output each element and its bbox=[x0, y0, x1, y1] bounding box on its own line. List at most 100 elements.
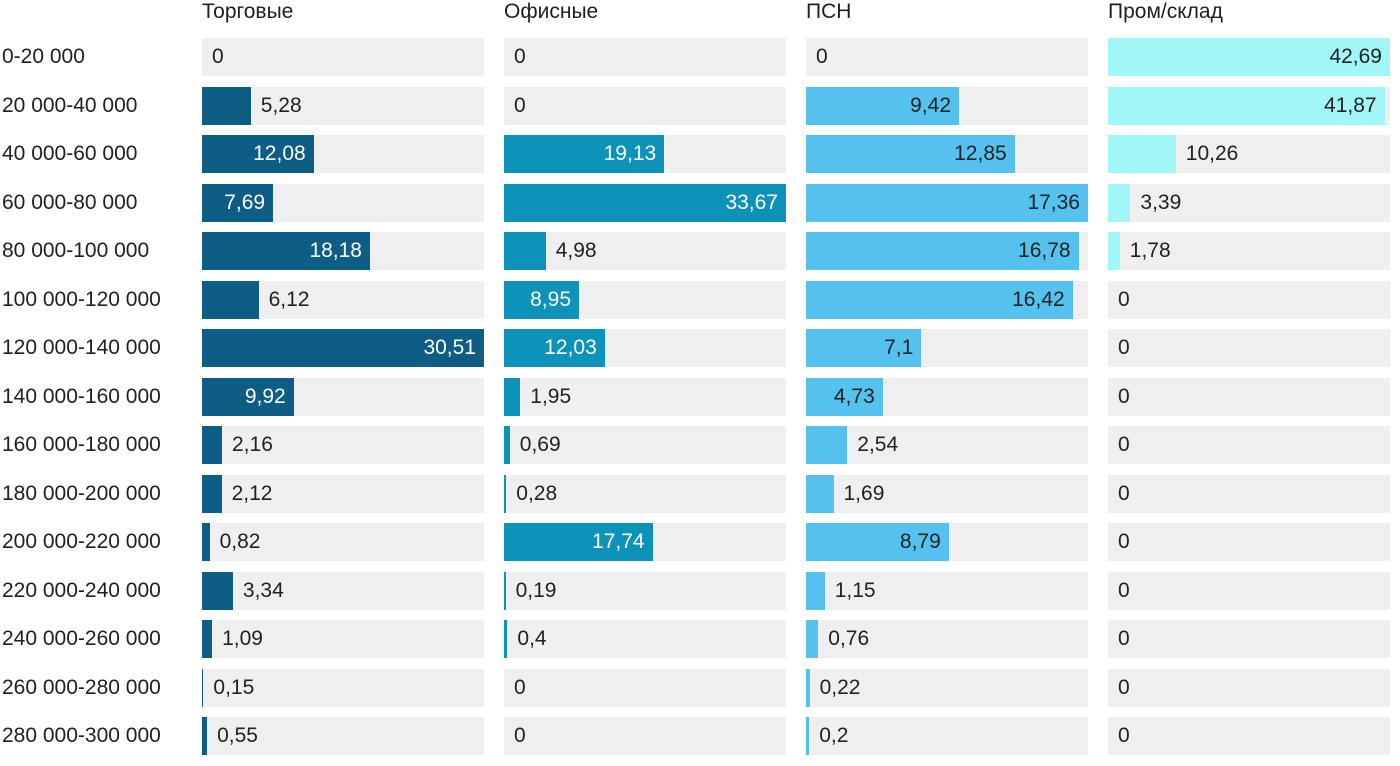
bar-track: 1,95 bbox=[504, 377, 786, 416]
bar-value-label: 8,95 bbox=[530, 287, 571, 311]
bar bbox=[202, 523, 210, 562]
row-label: 120 000-140 000 bbox=[2, 336, 161, 360]
bar bbox=[806, 668, 810, 707]
bar-track: 0,55 bbox=[202, 717, 484, 756]
bar-cell: 0,69 bbox=[504, 426, 786, 475]
bar-value-label: 9,42 bbox=[910, 93, 951, 117]
bar-value-label: 0 bbox=[1118, 384, 1130, 408]
bar-cell: 1,95 bbox=[504, 377, 786, 427]
bar-value-label: 0,15 bbox=[213, 675, 255, 699]
bar-cell: 0,4 bbox=[504, 620, 786, 669]
bar-value-label: 0 bbox=[514, 45, 526, 68]
bar-track: 4,98 bbox=[504, 232, 786, 271]
bar-cell: 7,1 bbox=[806, 329, 1088, 378]
bar-cell: 0,15 bbox=[202, 668, 484, 718]
bar-cell: 0 bbox=[1108, 474, 1390, 524]
bar-track: 0 bbox=[1108, 717, 1390, 756]
bar-cell: 0 bbox=[1108, 571, 1390, 621]
bar bbox=[1108, 183, 1131, 222]
bar bbox=[806, 523, 949, 562]
bar-value-label: 16,42 bbox=[1012, 287, 1065, 311]
bar-track: 30,51 bbox=[202, 329, 484, 368]
bar-cell: 1,15 bbox=[806, 571, 1088, 621]
bar-value-label: 1,09 bbox=[222, 627, 263, 651]
bar-cell: 12,85 bbox=[806, 135, 1088, 184]
bar-track: 0,82 bbox=[202, 523, 484, 562]
bar-value-label: 0 bbox=[1118, 675, 1130, 699]
row-label: 40 000-60 000 bbox=[2, 142, 138, 166]
bar bbox=[806, 571, 825, 610]
bar-value-label: 19,13 bbox=[603, 142, 657, 166]
bar-cell: 0 bbox=[1108, 620, 1390, 669]
bar-value-label: 2,12 bbox=[231, 481, 273, 505]
bar-value-label: 5,28 bbox=[260, 93, 302, 117]
bar-value-label: 12,03 bbox=[544, 336, 597, 360]
bar-cell: 2,12 bbox=[202, 474, 484, 524]
bar-value-label: 17,36 bbox=[1027, 190, 1080, 214]
bar-value-label: 0,2 bbox=[819, 724, 849, 748]
bar-track: 1,69 bbox=[806, 474, 1088, 513]
row-label: 0-20 000 bbox=[2, 45, 85, 68]
bar bbox=[504, 377, 521, 416]
bar-cell: 0 bbox=[1108, 426, 1390, 475]
bar-value-label: 4,98 bbox=[555, 239, 597, 263]
bar-cell: 2,16 bbox=[202, 426, 484, 475]
bar-cell: 10,26 bbox=[1108, 135, 1390, 184]
bar-track: 0,15 bbox=[202, 668, 484, 707]
bar-cell: 9,42 bbox=[806, 86, 1088, 136]
bar-track: 0 bbox=[1108, 377, 1390, 416]
bar-track: 0,19 bbox=[504, 571, 786, 610]
bar bbox=[504, 426, 510, 465]
bar-track: 0 bbox=[1108, 329, 1390, 368]
bar-cell: 3,39 bbox=[1108, 183, 1390, 233]
bar bbox=[202, 717, 208, 756]
bar bbox=[504, 329, 605, 368]
bar-track: 0 bbox=[1108, 620, 1390, 659]
bar bbox=[806, 86, 959, 125]
bar-track: 1,78 bbox=[1108, 232, 1390, 271]
bar-cell: 0,19 bbox=[504, 571, 786, 621]
bar-track: 7,69 bbox=[202, 183, 484, 222]
bar bbox=[202, 183, 274, 222]
bar-cell: 8,79 bbox=[806, 523, 1088, 572]
bar bbox=[504, 183, 786, 222]
bar-cell: 4,98 bbox=[504, 232, 786, 281]
bar-track: 3,34 bbox=[202, 571, 484, 610]
row-label: 140 000-160 000 bbox=[2, 384, 161, 408]
bar bbox=[202, 280, 259, 319]
bar-cell: 2,54 bbox=[806, 426, 1088, 475]
bar-track: 2,54 bbox=[806, 426, 1088, 465]
bar bbox=[806, 377, 883, 416]
bar bbox=[504, 571, 506, 610]
bar-track: 2,12 bbox=[202, 474, 484, 513]
bar-value-label: 7,69 bbox=[224, 190, 266, 214]
bar-value-label: 0,28 bbox=[516, 481, 558, 505]
row-label: 60 000-80 000 bbox=[2, 190, 138, 214]
bar-cell: 41,87 bbox=[1108, 86, 1390, 136]
bar-track: 18,18 bbox=[202, 232, 484, 271]
bar-track: 0 bbox=[806, 38, 1088, 76]
bar-cell: 0 bbox=[504, 86, 786, 136]
bar-value-label: 4,73 bbox=[833, 384, 875, 408]
bar-cell: 1,69 bbox=[806, 474, 1088, 524]
bar-cell: 33,67 bbox=[504, 183, 786, 233]
bar-track: 1,09 bbox=[202, 620, 484, 659]
bar-track: 0,28 bbox=[504, 474, 786, 513]
bar-value-label: 18,18 bbox=[309, 239, 362, 263]
bar-track: 9,42 bbox=[806, 86, 1088, 125]
bar-cell: 5,28 bbox=[202, 86, 484, 136]
bar-value-label: 30,51 bbox=[423, 336, 476, 360]
bar bbox=[504, 232, 546, 271]
bar-value-label: 0 bbox=[1118, 481, 1130, 505]
chart-corner-spacer bbox=[0, 0, 182, 38]
bar-cell: 1,78 bbox=[1108, 232, 1390, 281]
bar-track: 0 bbox=[504, 668, 786, 707]
row-label: 20 000-40 000 bbox=[2, 93, 138, 117]
bar-track: 6,12 bbox=[202, 280, 484, 319]
bar-value-label: 2,54 bbox=[857, 433, 899, 457]
bar bbox=[806, 280, 1073, 319]
bar-value-label: 8,79 bbox=[899, 530, 941, 554]
bar-value-label: 1,69 bbox=[843, 481, 885, 505]
bar-cell: 0 bbox=[1108, 377, 1390, 427]
bar-track: 0 bbox=[504, 717, 786, 756]
